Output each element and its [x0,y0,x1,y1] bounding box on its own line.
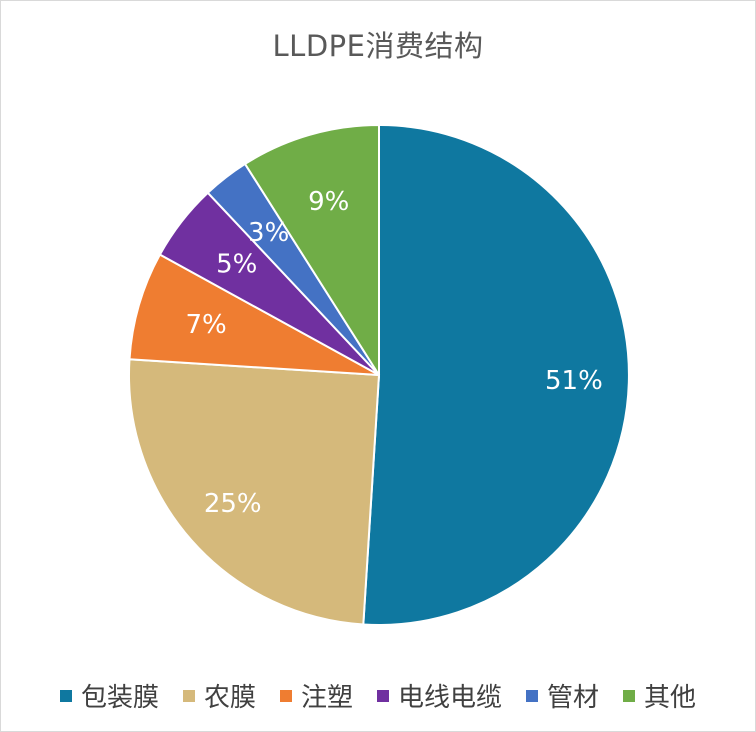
legend-label: 管材 [547,683,600,713]
legend-item-2[interactable]: 农膜 [182,677,256,714]
legend-swatch-icon [59,689,72,702]
pie-chart: 51% 25% 7% 5%3% 9% [128,123,630,626]
pie-data-label-4: 5% [216,250,257,280]
pie-data-label-5: 3% [248,218,289,248]
pie-data-label-1: 51% [545,366,603,396]
pie-data-label-3: 7% [186,310,227,340]
pie-data-label-6: 9% [308,187,349,217]
pie-slices [128,123,630,626]
legend-swatch-icon [526,689,539,702]
legend-swatch-icon [377,689,389,702]
pie-slice-1[interactable] [362,123,630,626]
chart-title: LLDPE消费结构 [272,29,484,63]
pie-slice-6[interactable] [243,123,380,379]
pie-slice-2[interactable] [128,358,381,626]
legend-swatch-icon [623,689,636,702]
chart-legend: 包装膜 农膜 注塑 电线电缆 管材 其他 [1,677,755,714]
legend-item-4[interactable]: 电线电缆 [377,677,502,714]
legend-item-6[interactable]: 其他 [623,677,696,714]
legend-label: 包装膜 [80,683,159,713]
legend-label: 电线电缆 [398,683,503,713]
legend-item-3[interactable]: 注塑 [279,677,353,714]
legend-item-1[interactable]: 包装膜 [59,677,159,714]
pie-labels: 51% 25% 7% 5%3% 9% [186,187,603,519]
pie-slice-3[interactable] [128,253,380,376]
legend-swatch-icon [279,689,292,702]
pie-data-label-2: 25% [204,489,262,519]
legend-item-5[interactable]: 管材 [526,677,599,714]
legend-label: 注塑 [300,683,353,713]
legend-swatch-icon [182,689,195,702]
legend-label: 其他 [644,683,697,713]
legend-label: 农膜 [203,683,256,713]
